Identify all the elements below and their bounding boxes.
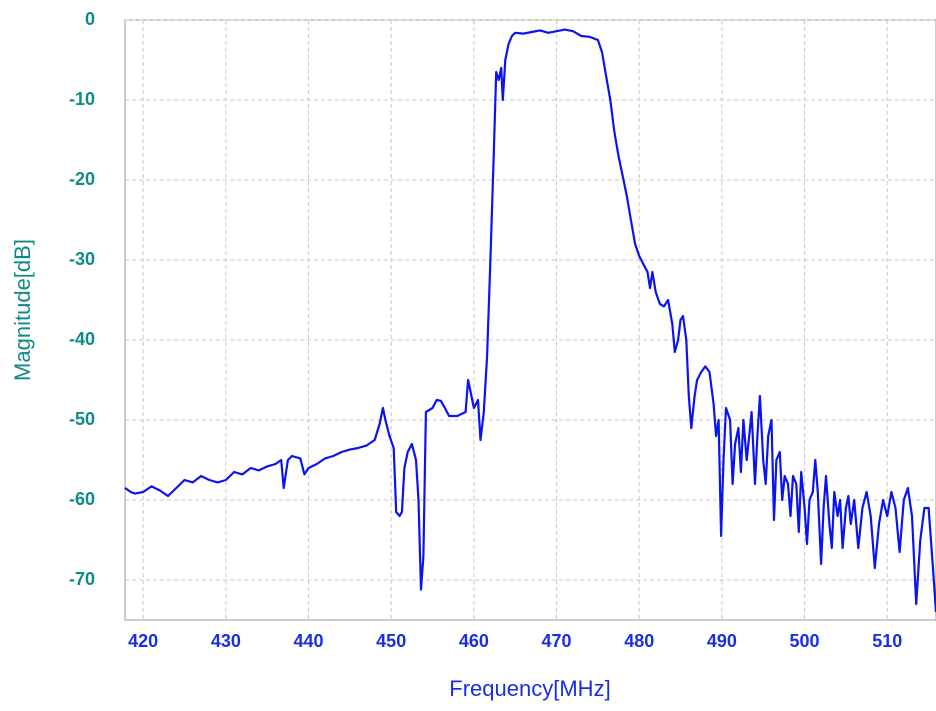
data-line (124, 28, 936, 613)
y-tick-label: -50 (69, 409, 95, 429)
x-tick-label: 430 (211, 631, 241, 651)
y-tick-label: -20 (69, 169, 95, 189)
x-tick-label: 450 (376, 631, 406, 651)
x-tick-label: 510 (872, 631, 902, 651)
x-tick-label: 420 (128, 631, 158, 651)
x-tick-label: 490 (707, 631, 737, 651)
x-axis-title: Frequency[MHz] (449, 676, 610, 701)
y-tick-label: 0 (85, 9, 95, 29)
y-tick-label: -40 (69, 329, 95, 349)
y-tick-label: -10 (69, 89, 95, 109)
y-tick-label: -30 (69, 249, 95, 269)
y-tick-label: -60 (69, 489, 95, 509)
plot-area (124, 19, 936, 621)
x-tick-label: 460 (459, 631, 489, 651)
x-tick-label: 470 (542, 631, 572, 651)
x-tick-label: 500 (790, 631, 820, 651)
y-tick-label: -70 (69, 569, 95, 589)
x-tick-label: 440 (294, 631, 324, 651)
y-axis-title: Magnitude[dB] (10, 239, 35, 381)
x-tick-label: 480 (624, 631, 654, 651)
